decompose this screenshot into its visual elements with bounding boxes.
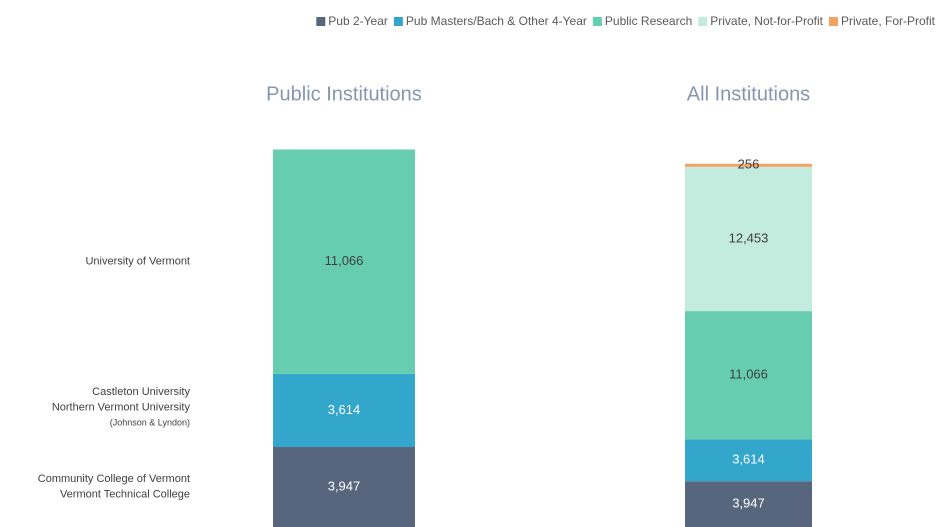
- bar-segment: [273, 373, 415, 448]
- annotation: Castleton University: [92, 386, 190, 398]
- bar-segment: [685, 481, 812, 527]
- bar-segment: [273, 149, 415, 374]
- annotation: Northern Vermont University: [52, 401, 191, 413]
- bar-segment: [685, 439, 812, 482]
- annotation: (Johnson & Lyndon): [110, 417, 190, 427]
- data-label: 3,614: [732, 452, 765, 467]
- legend-swatch: [828, 17, 838, 26]
- bar-segment: [685, 311, 812, 440]
- chart-title: Public Institutions: [266, 83, 422, 105]
- annotation: University of Vermont: [85, 256, 190, 268]
- legend-swatch: [393, 17, 403, 26]
- annotation: Vermont Technical College: [60, 489, 190, 501]
- legend-swatch: [316, 17, 326, 26]
- legend-label: Pub Masters/Bach & Other 4-Year: [406, 14, 587, 28]
- data-label: 11,066: [729, 367, 768, 382]
- data-label: 3,947: [732, 496, 765, 511]
- legend-label: Private, Not-for-Profit: [710, 14, 823, 28]
- chart-title: All Institutions: [687, 83, 810, 105]
- data-label: 12,453: [729, 230, 769, 245]
- data-label: 3,614: [328, 402, 361, 417]
- legend: Pub 2-Year Pub Masters/Bach & Other 4-Yea…: [316, 14, 936, 28]
- legend-label: Private, For-Profit: [841, 14, 936, 28]
- legend-label: Pub 2-Year: [328, 14, 388, 28]
- data-label: 11,066: [325, 253, 364, 268]
- bar-segment: [685, 166, 812, 312]
- annotation: Community College of Vermont: [38, 473, 190, 485]
- bar-segment: [273, 447, 415, 527]
- data-label: 256: [738, 157, 760, 172]
- legend-swatch: [698, 17, 708, 26]
- legend-swatch: [592, 17, 602, 26]
- legend-label: Public Research: [605, 14, 692, 28]
- bar-segment: [685, 163, 812, 167]
- data-label: 3,947: [328, 478, 361, 493]
